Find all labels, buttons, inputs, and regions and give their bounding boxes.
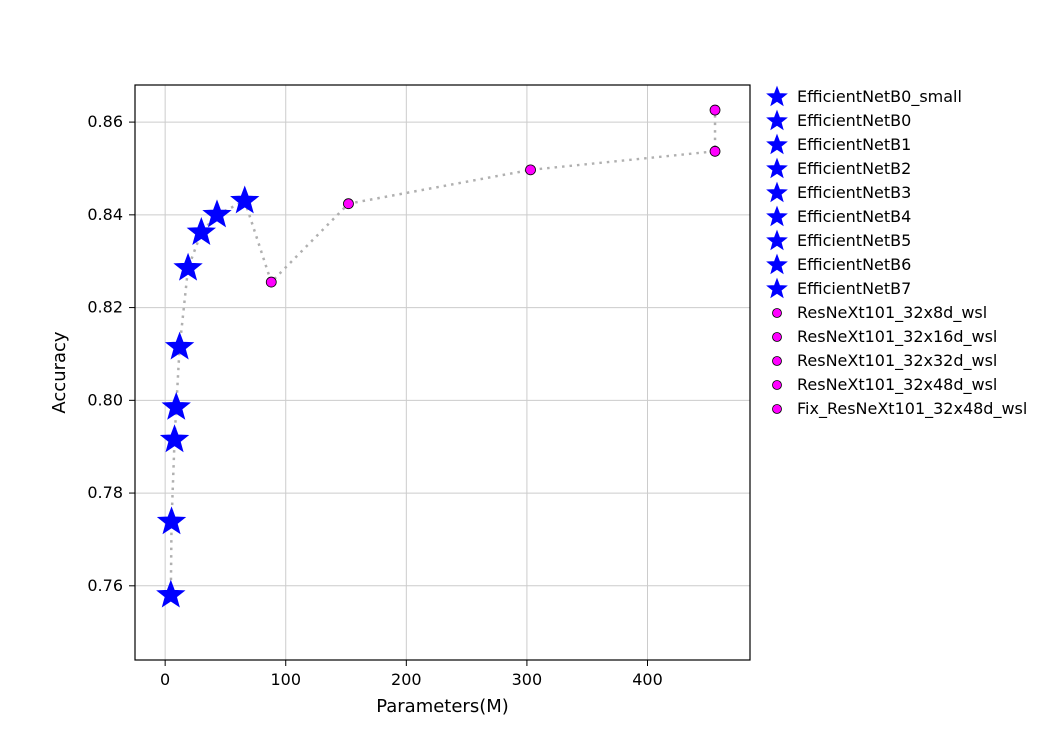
accuracy-vs-params-chart: 0 100 200 300 400 0.76 0.78 0.80 0.82 0.84 0.86 Par… [0, 0, 1050, 750]
y-tick-label: 0.86 [87, 112, 123, 131]
legend-marker [773, 357, 782, 366]
data-point [266, 277, 276, 287]
x-tick-label: 400 [632, 670, 663, 689]
legend-marker [773, 405, 782, 414]
legend-marker [773, 333, 782, 342]
x-axis-label: Parameters(M) [376, 696, 509, 717]
x-tick-label: 300 [512, 670, 543, 689]
legend-label: EfficientNetB6 [797, 255, 911, 274]
legend-label: ResNeXt101_32x48d_wsl [797, 375, 997, 395]
legend-label: ResNeXt101_32x16d_wsl [797, 327, 997, 347]
data-point [710, 146, 720, 156]
y-tick-label: 0.84 [87, 205, 123, 224]
legend-label: Fix_ResNeXt101_32x48d_wsl [797, 399, 1027, 419]
legend-label: EfficientNetB4 [797, 207, 911, 226]
legend-label: EfficientNetB7 [797, 279, 911, 298]
legend-label: EfficientNetB1 [797, 135, 911, 154]
y-tick-label: 0.82 [87, 298, 123, 317]
legend-label: ResNeXt101_32x32d_wsl [797, 351, 997, 371]
x-tick-label: 100 [270, 670, 301, 689]
y-tick-label: 0.78 [87, 483, 123, 502]
legend-label: EfficientNetB5 [797, 231, 911, 250]
legend-label: ResNeXt101_32x8d_wsl [797, 303, 987, 323]
legend-label: EfficientNetB3 [797, 183, 911, 202]
data-point [343, 199, 353, 209]
legend-label: EfficientNetB0_small [797, 87, 962, 107]
y-tick-label: 0.80 [87, 390, 123, 409]
x-tick-label: 0 [160, 670, 170, 689]
legend-marker [773, 381, 782, 390]
legend-marker [773, 309, 782, 318]
y-tick-label: 0.76 [87, 576, 123, 595]
data-point [526, 165, 536, 175]
legend-label: EfficientNetB2 [797, 159, 911, 178]
x-tick-label: 200 [391, 670, 422, 689]
legend-label: EfficientNetB0 [797, 111, 911, 130]
y-axis-label: Accuracy [49, 331, 70, 414]
data-point [710, 105, 720, 115]
